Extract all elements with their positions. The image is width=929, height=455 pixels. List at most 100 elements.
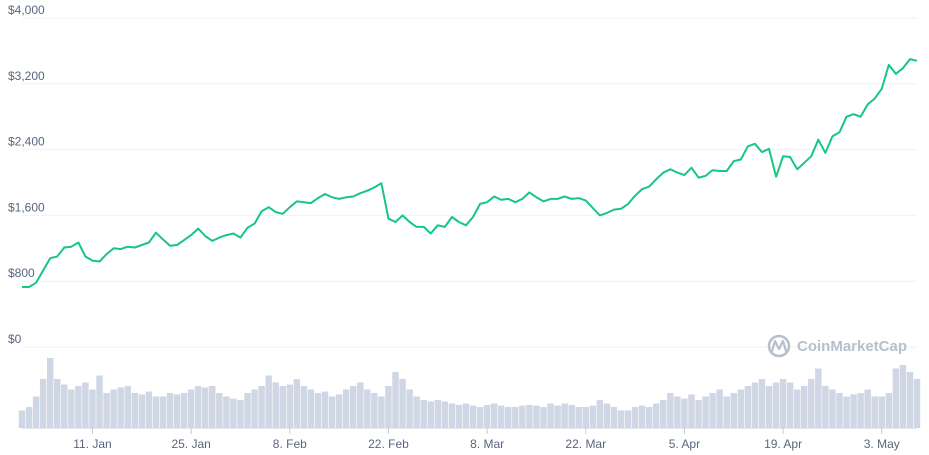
x-axis-ticks: 11. Jan 25. Jan 8. Feb 22. Feb 8. Mar 22. Mar… xyxy=(73,428,900,451)
volume-bar xyxy=(878,396,885,428)
volume-bar xyxy=(582,407,590,428)
y-tick-label: $1,600 xyxy=(8,200,45,214)
volume-bar xyxy=(321,391,329,428)
volume-bar xyxy=(815,368,822,428)
volume-bar xyxy=(39,379,47,428)
volume-bar xyxy=(681,398,688,428)
volume-bar xyxy=(230,398,237,428)
volume-bar xyxy=(335,394,343,428)
volume-bar xyxy=(554,405,561,428)
volume-bar xyxy=(864,389,871,428)
volume-bar xyxy=(406,389,413,428)
volume-bar xyxy=(476,407,484,428)
volume-bar xyxy=(392,372,399,428)
volume-bar xyxy=(483,404,491,428)
x-tick-label: 3. May xyxy=(864,437,900,451)
volume-bar xyxy=(32,396,40,428)
x-tick-label: 5. Apr xyxy=(669,437,700,451)
price-line-layer xyxy=(22,58,918,288)
volume-bar xyxy=(223,396,230,428)
volume-bar xyxy=(385,386,392,428)
volume-bar xyxy=(371,393,378,428)
volume-bar xyxy=(617,410,625,428)
volume-bar xyxy=(258,386,265,428)
volume-bar xyxy=(490,403,498,428)
volume-bar xyxy=(850,394,857,428)
volume-bar xyxy=(237,400,244,428)
volume-bar xyxy=(342,389,350,428)
volume-bar xyxy=(159,396,167,428)
volume-bar xyxy=(624,410,632,428)
volume-bar xyxy=(194,386,202,428)
volume-bar xyxy=(758,379,766,428)
volume-bar xyxy=(765,386,773,428)
volume-bar xyxy=(82,382,89,428)
volume-bar xyxy=(836,393,843,428)
volume-bar xyxy=(857,393,864,428)
volume-bar xyxy=(751,382,759,428)
y-tick-label: $2,400 xyxy=(8,135,45,149)
volume-bar xyxy=(843,396,850,428)
y-tick-label: $800 xyxy=(8,266,35,280)
volume-bar xyxy=(653,403,660,428)
volume-bar xyxy=(638,405,646,428)
volume-bar xyxy=(145,391,153,428)
volume-bar xyxy=(244,393,251,428)
volume-bar xyxy=(779,379,787,428)
volume-bar xyxy=(378,396,385,428)
volume-bar xyxy=(209,386,216,428)
volume-bar xyxy=(441,401,449,428)
volume-bar xyxy=(187,389,195,428)
volume-bar xyxy=(547,403,554,428)
x-tick-label: 25. Jan xyxy=(171,437,210,451)
volume-bar xyxy=(892,368,900,428)
volume-bar xyxy=(68,389,75,428)
volume-bar xyxy=(730,393,737,428)
volume-bar xyxy=(645,407,653,428)
volume-bar xyxy=(702,396,709,428)
volume-bar xyxy=(314,393,322,428)
volume-bar xyxy=(448,403,456,428)
volume-bar xyxy=(589,405,597,428)
volume-bar xyxy=(660,400,667,428)
volume-bar xyxy=(427,401,434,428)
watermark: CoinMarketCap xyxy=(767,334,907,358)
volume-bar xyxy=(103,393,110,428)
volume-bar xyxy=(357,382,364,428)
volume-bar xyxy=(723,396,730,428)
volume-bar xyxy=(497,405,505,428)
watermark-text: CoinMarketCap xyxy=(797,338,907,355)
volume-bar xyxy=(265,375,272,428)
volume-bar xyxy=(737,389,745,428)
volume-bars xyxy=(18,358,921,429)
coinmarketcap-logo-icon xyxy=(767,334,791,358)
volume-bar xyxy=(117,387,124,428)
volume-bar xyxy=(519,405,526,428)
volume-bar xyxy=(202,387,209,428)
volume-bar xyxy=(293,379,301,428)
volume-bar xyxy=(54,379,61,428)
y-tick-label: $0 xyxy=(8,332,22,346)
volume-bar xyxy=(152,396,160,428)
y-axis-ticks: $0 $800 $1,600 $2,400 $3,200 $4,000 xyxy=(8,3,45,346)
x-tick-label: 11. Jan xyxy=(73,437,111,451)
volume-bar xyxy=(364,389,371,428)
volume-bar xyxy=(251,389,258,428)
volume-bar xyxy=(110,389,117,428)
volume-bar xyxy=(772,382,780,428)
volume-bar xyxy=(216,393,223,428)
volume-bar xyxy=(272,382,279,428)
volume-bar xyxy=(526,404,533,428)
volume-bar xyxy=(786,382,794,428)
volume-bar xyxy=(568,404,575,428)
x-tick-label: 8. Mar xyxy=(470,437,504,451)
y-tick-label: $4,000 xyxy=(8,3,45,17)
volume-bar xyxy=(399,379,406,428)
volume-bar xyxy=(603,403,611,428)
volume-bar xyxy=(462,403,470,428)
volume-bar xyxy=(709,393,716,428)
volume-bar xyxy=(695,400,702,428)
volume-bar xyxy=(808,379,815,428)
volume-bar xyxy=(124,386,131,428)
